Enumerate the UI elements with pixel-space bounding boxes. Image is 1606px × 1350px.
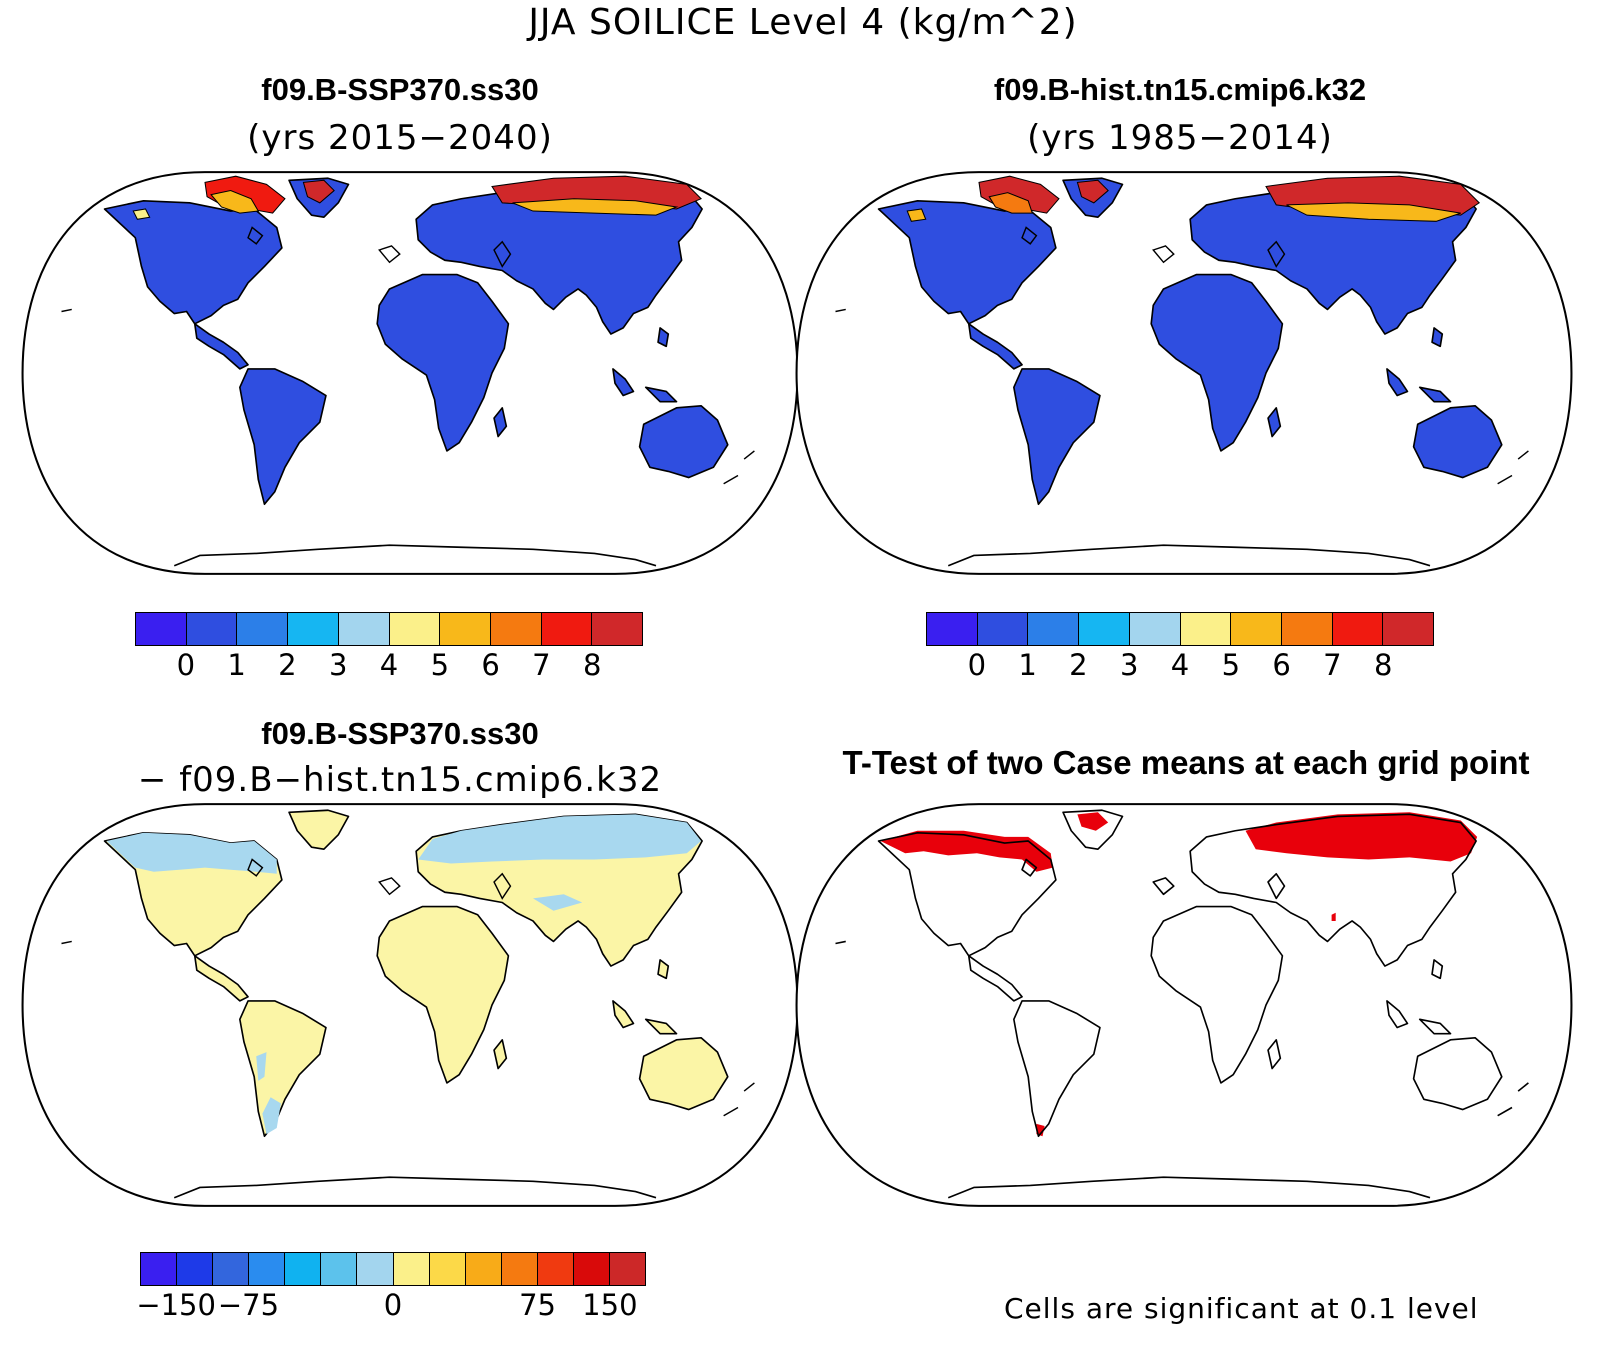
colorbar-tick-label: 5 (1221, 648, 1241, 682)
colorbar-swatch (136, 613, 187, 645)
colorbar-swatch (541, 613, 593, 645)
colorbar-panel2 (926, 612, 1434, 646)
colorbar-swatch (1332, 613, 1384, 645)
colorbar-swatch (501, 1253, 538, 1285)
colorbar-swatch (537, 1253, 574, 1285)
colorbar-swatch (610, 1253, 646, 1285)
panel2-title: f09.B-hist.tn15.cmip6.k32 (993, 72, 1367, 107)
map-abs-1985-2014 (795, 171, 1573, 575)
panel1-title: f09.B-SSP370.ss30 (261, 72, 539, 107)
colorbar-tick-label: 4 (379, 648, 399, 682)
panel4-map (794, 800, 1574, 1214)
colorbar-tick-label: −75 (217, 1288, 280, 1322)
colorbar-tick-label: 0 (383, 1288, 403, 1322)
colorbar-swatch (1028, 613, 1080, 645)
colorbar-swatch (573, 1253, 611, 1285)
colorbar-swatch (288, 613, 339, 645)
map-ttest (795, 803, 1573, 1207)
colorbar-tick-label: 7 (1323, 648, 1342, 682)
colorbar-swatch (592, 613, 643, 645)
colorbar-swatch (490, 613, 542, 645)
colorbar-tick-label: 8 (1373, 648, 1393, 682)
colorbar-swatch (357, 1253, 394, 1285)
panel3-title: f09.B-SSP370.ss30 (261, 716, 539, 751)
colorbar-tick-label: 7 (532, 648, 551, 682)
panel3-map (20, 800, 800, 1214)
colorbar-tick-label: 6 (481, 648, 500, 682)
colorbar-swatch (393, 1253, 430, 1285)
colorbar-swatch (1383, 613, 1434, 645)
colorbar-swatch (186, 613, 238, 645)
colorbar-tick-label: 0 (967, 648, 987, 682)
colorbar-tick-label: 6 (1272, 648, 1291, 682)
colorbar-tick-label: 1 (1018, 648, 1037, 682)
colorbar-tick-label: 2 (1069, 648, 1088, 682)
colorbar-swatch (141, 1253, 178, 1285)
panel4-title: T-Test of two Case means at each grid po… (842, 744, 1530, 781)
colorbar-tick-label: 0 (176, 648, 196, 682)
significance-note: Cells are significant at 0.1 level (1004, 1292, 1479, 1325)
colorbar-swatch (389, 613, 441, 645)
colorbar-tick-label: 5 (430, 648, 450, 682)
colorbar-swatch (321, 1253, 358, 1285)
colorbar-swatch (440, 613, 491, 645)
colorbar-tick-label: 2 (278, 648, 297, 682)
colorbar-tick-label: 150 (582, 1288, 638, 1322)
colorbar-swatch (977, 613, 1029, 645)
map-difference (21, 803, 799, 1207)
colorbar-swatch (213, 1253, 250, 1285)
colorbar-tick-label: 4 (1170, 648, 1190, 682)
colorbar-panel3-labels: −150 −75 0 75 150 (136, 1288, 646, 1328)
colorbar-swatch (285, 1253, 322, 1285)
colorbar-tick-label: 75 (519, 1288, 557, 1322)
colorbar-swatch (1129, 613, 1181, 645)
colorbar-tick-label: 8 (582, 648, 602, 682)
colorbar-swatch (249, 1253, 286, 1285)
colorbar-tick-label: 3 (328, 648, 348, 682)
colorbar-swatch (927, 613, 978, 645)
panel2-subtitle: (yrs 1985−2014) (1027, 118, 1333, 158)
colorbar-panel3 (140, 1252, 646, 1286)
panel1-map (20, 168, 800, 582)
colorbar-tick-label: 3 (1119, 648, 1139, 682)
colorbar-swatch (465, 1253, 502, 1285)
colorbar-swatch (177, 1253, 214, 1285)
colorbar-swatch (1281, 613, 1333, 645)
colorbar-panel1 (135, 612, 643, 646)
figure-title: JJA SOILICE Level 4 (kg/m^2) (528, 2, 1078, 43)
colorbar-swatch (338, 613, 390, 645)
colorbar-swatch (1231, 613, 1282, 645)
colorbar-swatch (237, 613, 289, 645)
colorbar-swatch (429, 1253, 466, 1285)
panel1-subtitle: (yrs 2015−2040) (247, 118, 553, 158)
panel2-map (794, 168, 1574, 582)
colorbar-tick-label: 1 (227, 648, 246, 682)
map-abs-2015-2040 (21, 171, 799, 575)
colorbar-swatch (1079, 613, 1130, 645)
colorbar-swatch (1180, 613, 1232, 645)
panel3-subtitle: − f09.B−hist.tn15.cmip6.k32 (137, 760, 663, 800)
colorbar-tick-label: −150 (136, 1288, 216, 1322)
